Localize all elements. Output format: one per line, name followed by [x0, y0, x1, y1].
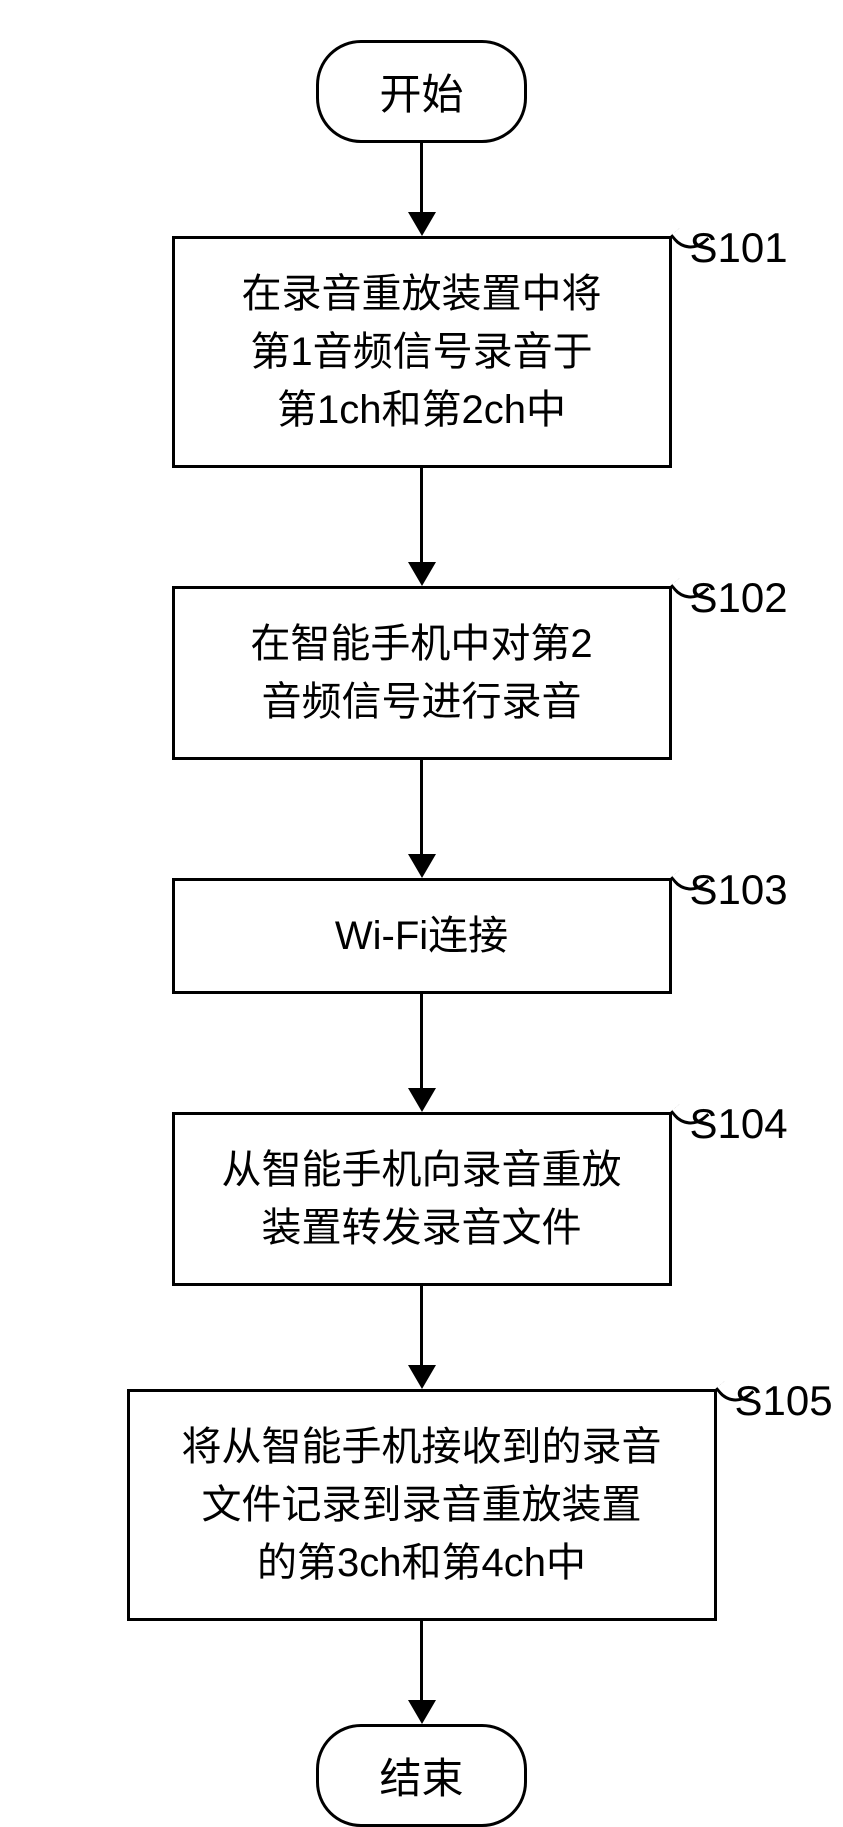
arrow-s104-to-s105	[408, 1286, 436, 1389]
step-s102-wrap: 在智能手机中对第2 音频信号进行录音 S102	[172, 586, 672, 760]
step-s102-id: S102	[690, 574, 788, 621]
arrow-s101-to-s102	[408, 468, 436, 586]
step-s105-box: 将从智能手机接收到的录音 文件记录到录音重放装置 的第3ch和第4ch中	[127, 1389, 717, 1621]
step-s103-id: S103	[690, 866, 788, 913]
step-s103-box: Wi-Fi连接	[172, 878, 672, 994]
start-label: 开始	[379, 71, 463, 118]
step-s104-line1: 从智能手机向录音重放	[205, 1141, 639, 1199]
arrow-s103-to-s104	[408, 994, 436, 1112]
step-s103-label: S103	[672, 866, 788, 914]
step-s101-label: S101	[672, 224, 788, 272]
step-s101-box: 在录音重放装置中将 第1音频信号录音于 第1ch和第2ch中	[172, 236, 672, 468]
step-s102-box: 在智能手机中对第2 音频信号进行录音	[172, 586, 672, 760]
step-s102-line1: 在智能手机中对第2	[205, 615, 639, 673]
step-s101-id: S101	[690, 224, 788, 271]
step-s105-id: S105	[735, 1377, 833, 1424]
step-s101-line1: 在录音重放装置中将	[205, 265, 639, 323]
step-s102-label: S102	[672, 574, 788, 622]
step-s104-label: S104	[672, 1100, 788, 1148]
step-s104-line2: 装置转发录音文件	[205, 1199, 639, 1257]
step-s101-line3: 第1ch和第2ch中	[205, 381, 639, 439]
step-s103-wrap: Wi-Fi连接 S103	[172, 878, 672, 994]
arrow-start-to-s101	[408, 143, 436, 236]
start-terminal: 开始	[316, 40, 526, 143]
step-s101-wrap: 在录音重放装置中将 第1音频信号录音于 第1ch和第2ch中 S101	[172, 236, 672, 468]
step-s105-line1: 将从智能手机接收到的录音	[160, 1418, 684, 1476]
step-s104-wrap: 从智能手机向录音重放 装置转发录音文件 S104	[172, 1112, 672, 1286]
step-s103-line1: Wi-Fi连接	[205, 907, 639, 965]
step-s101-line2: 第1音频信号录音于	[205, 323, 639, 381]
step-s105-line2: 文件记录到录音重放装置	[160, 1476, 684, 1534]
step-s102-line2: 音频信号进行录音	[205, 673, 639, 731]
arrow-s105-to-end	[408, 1621, 436, 1724]
end-terminal: 结束	[316, 1724, 526, 1827]
step-s105-label: S105	[717, 1377, 833, 1425]
step-s104-box: 从智能手机向录音重放 装置转发录音文件	[172, 1112, 672, 1286]
step-s105-line3: 的第3ch和第4ch中	[160, 1534, 684, 1592]
step-s104-id: S104	[690, 1100, 788, 1147]
arrow-s102-to-s103	[408, 760, 436, 878]
step-s105-wrap: 将从智能手机接收到的录音 文件记录到录音重放装置 的第3ch和第4ch中 S10…	[127, 1389, 717, 1621]
flowchart-container: 开始 在录音重放装置中将 第1音频信号录音于 第1ch和第2ch中 S101 在…	[0, 40, 843, 1827]
end-label: 结束	[379, 1755, 463, 1802]
